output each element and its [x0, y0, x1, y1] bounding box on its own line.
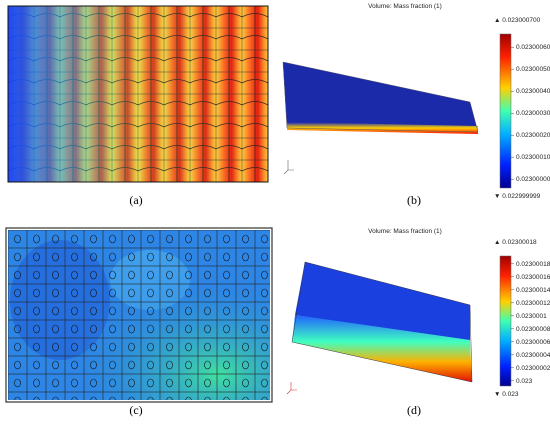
panel-label: (a) — [129, 193, 142, 207]
colorbar-tick-label: 0.02300002 — [516, 365, 550, 372]
panel-label: (c) — [129, 403, 142, 417]
colorbar-tick-label: 0.02300008 — [516, 326, 550, 333]
colorbar-tick-label: 0.02300006 — [516, 339, 550, 346]
panel-a-image — [7, 5, 269, 183]
colorbar-max: ▲ 0.02300018 — [494, 239, 537, 246]
colorbar: Volume: Mass fraction (1) ▲ 0.02300018 0.0… — [368, 228, 550, 398]
colorbar-title: Volume: Mass fraction (1) — [368, 3, 442, 10]
colorbar-gradient — [499, 255, 512, 387]
panel-label: (d) — [407, 403, 421, 417]
colorbar-min: ▼ 0.023 — [494, 391, 519, 398]
colorbar-tick-label: 0.02300016 — [516, 274, 550, 281]
colorbar: Volume: Mass fraction (1) ▲ 0.023000700 0.… — [368, 3, 550, 200]
colorbar-tick-label: 0.0230001 — [516, 313, 547, 320]
colorbar-tick-label: 0.02300014 — [516, 287, 550, 294]
colorbar-tick-label: 0.023 — [516, 378, 533, 385]
colorbar-gradient — [499, 33, 512, 189]
colorbar-min: ▼ 0.022999999 — [494, 193, 541, 200]
colorbar-title: Volume: Mass fraction (1) — [368, 228, 442, 235]
colorbar-tick-label: 0.02300012 — [516, 300, 550, 307]
colorbar-tick-label: 0.023000000 — [516, 176, 550, 183]
panel-c-image — [5, 227, 273, 403]
colorbar-tick-label: 0.02300018 — [516, 261, 550, 268]
panel-b-image — [282, 61, 479, 175]
panel-d-image — [286, 261, 473, 395]
colorbar-tick-label: 0.02300004 — [516, 352, 550, 359]
colorbar-max: ▲ 0.023000700 — [494, 17, 541, 24]
panel-label: (b) — [407, 193, 421, 207]
